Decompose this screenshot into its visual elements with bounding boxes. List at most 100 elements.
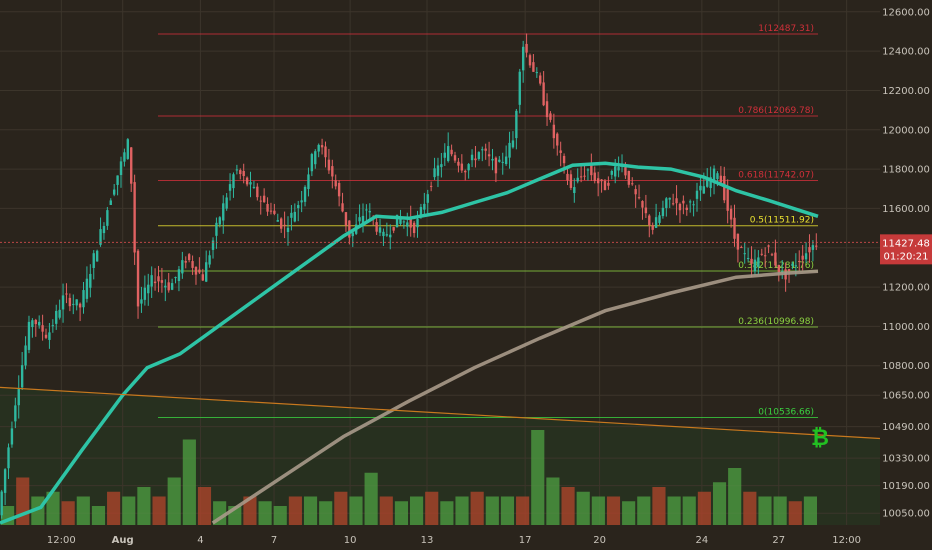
- price-tick-label: 10650.00: [882, 391, 930, 402]
- price-axis[interactable]: 12600.00 12400.00 12200.00 12000.00 11800.00…: [880, 0, 932, 550]
- candle-body: [389, 234, 392, 238]
- volume-bar: [606, 496, 621, 525]
- candle-body: [600, 179, 603, 182]
- volume-bar: [379, 496, 393, 525]
- candle-body: [740, 247, 743, 249]
- candle-body: [123, 152, 126, 162]
- candle-body: [198, 269, 201, 273]
- candle-body: [337, 183, 341, 197]
- candle-body: [89, 273, 92, 288]
- candle-body: [460, 163, 464, 171]
- volume-bar: [167, 477, 181, 525]
- candle-body: [392, 227, 395, 231]
- time-tick-label: 4: [197, 535, 203, 546]
- candle-body: [382, 231, 385, 237]
- candle-body: [314, 151, 317, 165]
- volume-bar: [773, 496, 787, 525]
- candle-body: [494, 157, 498, 174]
- moving-averages: [0, 161, 819, 525]
- fib-retracement[interactable]: 1(12487.31) 0.786(12069.78) 0.618(11742.07…: [158, 24, 818, 419]
- candle-body: [170, 283, 174, 290]
- volume-bar: [243, 496, 257, 525]
- candle-body: [55, 310, 58, 324]
- candle-body: [481, 149, 484, 151]
- volume-bar: [31, 496, 45, 525]
- candle-body: [269, 210, 273, 212]
- volume-bar: [197, 487, 212, 525]
- candle-body: [607, 182, 610, 186]
- candle-body: [464, 170, 467, 173]
- candle-body: [279, 218, 283, 229]
- candle-body: [34, 319, 37, 325]
- candle-body: [552, 124, 556, 139]
- candle-body: [750, 258, 753, 264]
- candle-body: [126, 139, 130, 159]
- candle-body: [624, 167, 627, 176]
- time-axis[interactable]: 12:00 Aug 4 7 10 13 17 20 24 27 12:00: [0, 525, 932, 550]
- candle-body: [109, 200, 112, 205]
- volume-bar: [455, 496, 469, 525]
- candle-body: [760, 253, 763, 255]
- candle-body: [634, 189, 637, 195]
- volume-bar: [334, 491, 348, 525]
- candle-body: [763, 255, 767, 257]
- candle-body: [808, 247, 811, 253]
- volume-bar: [728, 468, 742, 525]
- volume-bar: [470, 491, 484, 525]
- candle-body: [545, 101, 549, 118]
- candle-body: [484, 148, 487, 151]
- candle-body: [610, 170, 613, 175]
- volume-bar: [410, 496, 424, 525]
- price-tick-label: 10800.00: [882, 361, 930, 372]
- candle-body: [283, 224, 286, 227]
- candle-body: [692, 204, 695, 206]
- candle-body: [334, 180, 337, 187]
- candle-body: [341, 203, 344, 212]
- candle-body: [470, 154, 474, 161]
- volume-bar: [758, 496, 772, 525]
- price-tick-label: 10050.00: [882, 509, 930, 520]
- candle-body: [327, 159, 331, 171]
- candle-body: [702, 186, 706, 194]
- candle-body: [160, 280, 164, 283]
- volume-bar: [652, 487, 666, 525]
- candle-body: [757, 257, 760, 267]
- candle-body: [648, 215, 651, 226]
- candle-body: [3, 469, 7, 493]
- time-tick-label: Aug: [112, 535, 134, 546]
- candle-body: [688, 201, 692, 203]
- candle-body: [729, 208, 733, 220]
- current-price-label: 11427.48: [882, 238, 930, 249]
- price-tick-label: 12200.00: [882, 86, 930, 97]
- time-tick-label: 12:00: [832, 535, 861, 546]
- candle-body: [130, 147, 133, 184]
- trendline[interactable]: [0, 386, 881, 440]
- candle-body: [150, 275, 153, 287]
- candle-body: [661, 207, 665, 217]
- candle-body: [92, 253, 95, 268]
- candle-body: [82, 290, 85, 308]
- candle-body: [85, 278, 89, 299]
- candle-body: [521, 46, 525, 71]
- candle-body: [518, 71, 521, 105]
- candle-body: [201, 274, 204, 281]
- candle-body: [665, 198, 668, 208]
- candle-body: [143, 287, 147, 300]
- volume-bar: [803, 496, 817, 525]
- trendline-line[interactable]: [0, 386, 881, 440]
- candle-body: [351, 232, 354, 237]
- candle-body: [106, 210, 109, 226]
- candle-body: [699, 185, 702, 191]
- candle-body: [412, 222, 416, 233]
- candle-body: [586, 169, 590, 171]
- volume-bar: [364, 472, 378, 525]
- candle-body: [99, 229, 102, 245]
- candle-body: [525, 43, 528, 53]
- candle-body: [583, 175, 586, 177]
- candle-body: [65, 293, 68, 295]
- candle-body: [24, 345, 27, 366]
- bitcoin-icon: ₿: [811, 426, 829, 451]
- candle-body: [361, 215, 365, 224]
